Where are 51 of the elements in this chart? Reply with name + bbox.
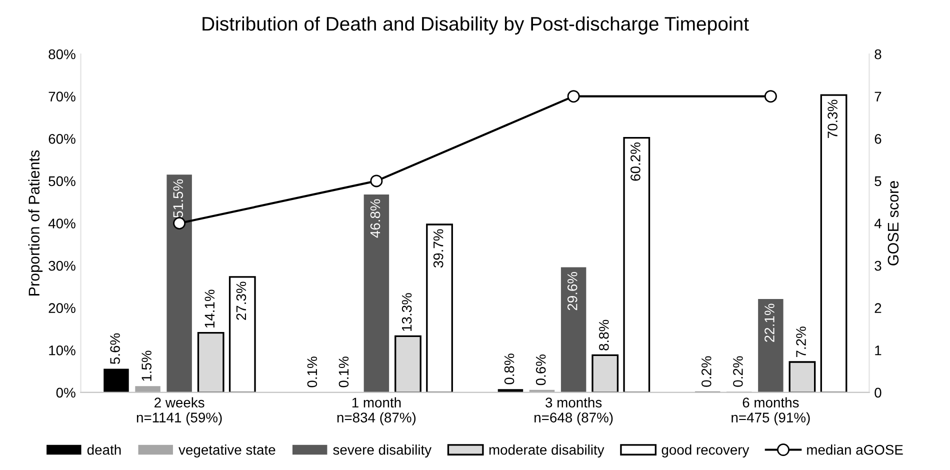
chart-title: Distribution of Death and Disability by Post-discharge Timepoint xyxy=(202,16,749,35)
data-label: 0.2% xyxy=(702,356,712,387)
data-label: 70.3% xyxy=(828,100,838,138)
y2-tick-label: 5 xyxy=(874,176,882,186)
y2-tick-label: 2 xyxy=(874,303,882,313)
data-label: 22.1% xyxy=(764,304,774,342)
data-label: 5.6% xyxy=(110,333,120,364)
y-tick-label: 60% xyxy=(48,134,76,144)
data-label: 7.2% xyxy=(796,326,806,358)
y2-tick-label: 0 xyxy=(874,388,882,398)
y-tick-label: 10% xyxy=(49,345,76,356)
y-tick-label: 20% xyxy=(48,303,76,314)
data-label: 39.7% xyxy=(433,229,444,268)
data-label: 29.6% xyxy=(567,272,578,310)
data-label: 14.1% xyxy=(204,290,215,328)
x-tick-label: 2 weeks n=1141 (59%) xyxy=(136,397,222,426)
y2-tick-label: 8 xyxy=(874,49,882,60)
data-label: 8.8% xyxy=(598,320,609,350)
y2-tick-label: 4 xyxy=(874,218,882,228)
y-tick-label: 50% xyxy=(48,176,76,186)
data-label: 0.8% xyxy=(504,354,514,384)
y2-tick-label: 7 xyxy=(874,92,882,102)
y-axis-title: Proportion of Patients xyxy=(28,150,43,296)
y-tick-label: 80% xyxy=(48,49,76,60)
y-tick-label: 40% xyxy=(48,218,76,228)
y2-tick-label: 6 xyxy=(874,134,882,144)
y-tick-label: 0% xyxy=(56,388,76,398)
y2-tick-label: 1 xyxy=(875,346,882,356)
data-label: 0.2% xyxy=(733,356,743,387)
data-label: 0.1% xyxy=(307,356,318,388)
data-label: 13.3% xyxy=(402,293,412,331)
data-label: 27.3% xyxy=(236,282,246,320)
legend-label: median aGOSE xyxy=(807,444,903,455)
data-label: 46.8% xyxy=(370,199,380,238)
legend-label: death xyxy=(87,444,121,455)
y2-tick-label: 3 xyxy=(874,260,882,271)
data-label: 1.5% xyxy=(142,350,152,381)
y-tick-label: 30% xyxy=(48,260,76,271)
data-label: 51.5% xyxy=(173,179,184,218)
x-tick-label: 3 months n=648 (87%) xyxy=(534,397,613,426)
y-tick-label: 70% xyxy=(48,92,76,102)
legend-label: severe disability xyxy=(333,444,432,458)
y2-axis-title: GOSE score xyxy=(888,181,899,266)
data-label: 0.1% xyxy=(338,356,349,388)
legend-label: vegetative state xyxy=(178,444,276,458)
legend-label: moderate disability xyxy=(489,444,604,458)
data-label: 60.2% xyxy=(630,142,640,181)
legend-label: good recovery xyxy=(662,444,750,458)
x-tick-label: 1 month n=834 (87%) xyxy=(337,397,416,426)
data-label: 0.6% xyxy=(536,354,546,386)
x-tick-label: 6 months n=475 (91%) xyxy=(732,397,810,426)
